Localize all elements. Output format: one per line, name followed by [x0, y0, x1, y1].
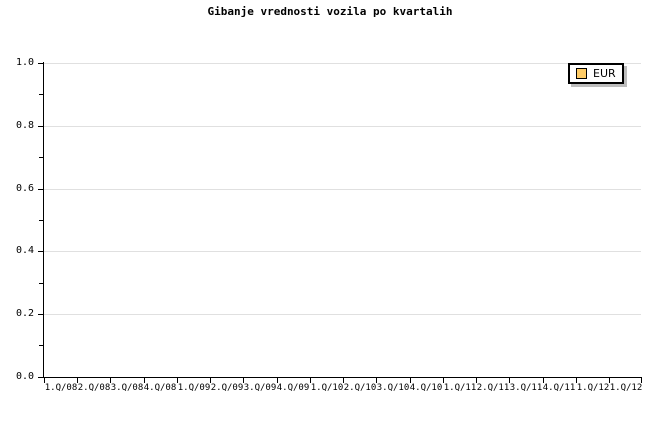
x-axis-label-1: 2.Q/08 — [77, 383, 111, 393]
x-tick-11 — [410, 378, 411, 383]
y-tick-major-0.4 — [38, 251, 43, 252]
x-axis-label-13: 2.Q/11 — [476, 383, 510, 393]
x-axis-label-3: 4.Q/08 — [143, 383, 177, 393]
y-tick-major-1.0 — [38, 63, 43, 64]
legend-label-eur: EUR — [593, 67, 616, 80]
x-axis-label-16: 1.Q/12 — [576, 383, 610, 393]
x-tick-10 — [376, 378, 377, 383]
y-tick-minor-0.5 — [39, 220, 43, 221]
x-axis-label-6: 3.Q/09 — [243, 383, 277, 393]
x-tick-17 — [609, 378, 610, 383]
legend-swatch-eur-icon — [576, 68, 587, 79]
x-tick-16 — [576, 378, 577, 383]
x-axis-label-4: 1.Q/09 — [177, 383, 211, 393]
x-tick-0 — [44, 378, 45, 383]
x-axis-label-5: 2.Q/09 — [210, 383, 244, 393]
x-tick-15 — [543, 378, 544, 383]
gridline-0.2 — [44, 314, 641, 315]
chart-legend[interactable]: EUR — [568, 63, 624, 84]
y-tick-minor-0.9 — [39, 94, 43, 95]
gridline-0.4 — [44, 251, 641, 252]
x-tick-6 — [243, 378, 244, 383]
x-axis-label-7: 4.Q/09 — [276, 383, 310, 393]
x-axis-label-15: 4.Q/11 — [542, 383, 576, 393]
y-axis-label-0.4: 0.4 — [15, 245, 34, 256]
x-tick-18 — [641, 378, 642, 383]
gridline-1.0 — [44, 63, 641, 64]
plot-area — [44, 63, 641, 377]
x-tick-12 — [443, 378, 444, 383]
x-tick-2 — [110, 378, 111, 383]
x-tick-8 — [310, 378, 311, 383]
x-tick-5 — [210, 378, 211, 383]
y-axis-label-1.0: 1.0 — [15, 57, 34, 68]
y-tick-major-0.6 — [38, 189, 43, 190]
x-tick-4 — [177, 378, 178, 383]
x-tick-7 — [277, 378, 278, 383]
y-tick-minor-0.1 — [39, 345, 43, 346]
y-tick-major-0.2 — [38, 314, 43, 315]
x-axis-line — [43, 377, 642, 378]
chart-title: Gibanje vrednosti vozila po kvartalih — [207, 5, 453, 18]
x-axis-label-17: 1.Q/12 — [609, 383, 643, 393]
y-tick-minor-0.3 — [39, 283, 43, 284]
x-axis-label-12: 1.Q/11 — [443, 383, 477, 393]
x-axis-label-9: 2.Q/10 — [343, 383, 377, 393]
x-tick-14 — [509, 378, 510, 383]
gridline-0.8 — [44, 126, 641, 127]
x-axis-label-11: 4.Q/10 — [409, 383, 443, 393]
y-axis-label-0.8: 0.8 — [15, 120, 34, 131]
x-axis-label-10: 3.Q/10 — [376, 383, 410, 393]
x-tick-1 — [77, 378, 78, 383]
y-axis-label-0.0: 0.0 — [15, 371, 34, 382]
x-tick-9 — [343, 378, 344, 383]
x-axis-label-0: 1.Q/08 — [44, 383, 78, 393]
y-axis-label-0.2: 0.2 — [15, 308, 34, 319]
y-tick-major-0.0 — [38, 377, 43, 378]
x-tick-13 — [476, 378, 477, 383]
y-tick-major-0.8 — [38, 126, 43, 127]
y-axis-label-0.6: 0.6 — [15, 183, 34, 194]
x-axis-label-14: 3.Q/11 — [509, 383, 543, 393]
y-axis-line — [43, 62, 44, 378]
x-axis-label-2: 3.Q/08 — [110, 383, 144, 393]
gridline-0.6 — [44, 189, 641, 190]
y-tick-minor-0.7 — [39, 157, 43, 158]
x-axis-label-8: 1.Q/10 — [310, 383, 344, 393]
x-tick-3 — [144, 378, 145, 383]
